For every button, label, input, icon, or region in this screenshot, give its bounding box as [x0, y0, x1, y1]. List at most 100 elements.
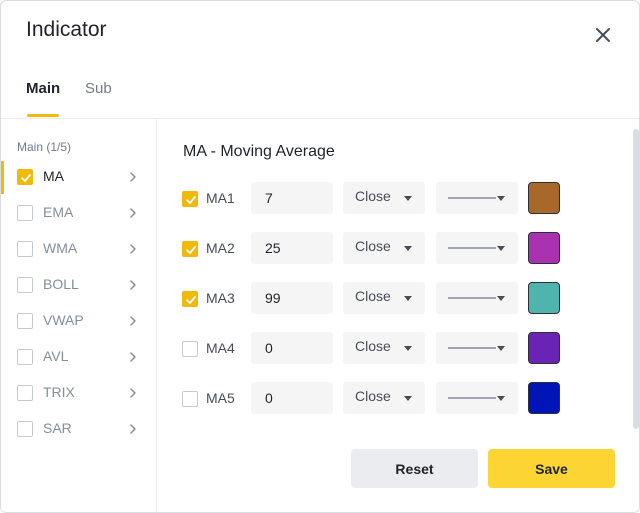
divider	[1, 118, 639, 119]
line-style-select[interactable]	[436, 182, 518, 214]
sidebar-checkbox[interactable]	[17, 277, 33, 293]
line-style-preview	[448, 247, 496, 249]
caret-down-icon	[497, 296, 505, 301]
period-input[interactable]	[251, 282, 333, 314]
ma-checkbox[interactable]	[182, 241, 198, 257]
ma-label: MA2	[206, 240, 235, 256]
chevron-right-icon	[129, 314, 137, 332]
period-input[interactable]	[251, 332, 333, 364]
tab-main[interactable]: Main	[26, 80, 61, 97]
ma-label: MA1	[206, 190, 235, 206]
source-value: Close	[355, 188, 391, 204]
sidebar-item-label: WMA	[43, 240, 78, 256]
sidebar-item-vwap[interactable]: VWAP	[1, 303, 156, 339]
chevron-right-icon	[129, 206, 137, 224]
period-input[interactable]	[251, 182, 333, 214]
caret-down-icon	[497, 196, 505, 201]
sidebar-checkbox[interactable]	[17, 385, 33, 401]
caret-down-icon	[404, 346, 412, 351]
source-value: Close	[355, 388, 391, 404]
tab-sub[interactable]: Sub	[85, 80, 112, 97]
sidebar-item-sar[interactable]: SAR	[1, 411, 156, 447]
line-style-select[interactable]	[436, 232, 518, 264]
ma-row: MA2 Close	[181, 232, 581, 266]
active-item-bar	[1, 161, 4, 194]
chevron-right-icon	[129, 386, 137, 404]
period-input[interactable]	[251, 232, 333, 264]
source-value: Close	[355, 288, 391, 304]
dialog-title: Indicator	[26, 18, 107, 41]
source-select[interactable]: Close	[343, 182, 425, 214]
active-tab-indicator	[27, 114, 59, 117]
chevron-right-icon	[129, 278, 137, 296]
line-style-preview	[448, 297, 496, 299]
sidebar-checkbox[interactable]	[17, 313, 33, 329]
source-value: Close	[355, 338, 391, 354]
ma-checkbox[interactable]	[182, 191, 198, 207]
source-select[interactable]: Close	[343, 282, 425, 314]
sidebar-checkbox[interactable]	[17, 205, 33, 221]
line-style-select[interactable]	[436, 282, 518, 314]
line-style-preview	[448, 197, 496, 199]
caret-down-icon	[497, 346, 505, 351]
ma-row: MA1 Close	[181, 182, 581, 216]
ma-checkbox[interactable]	[182, 341, 198, 357]
sidebar-item-wma[interactable]: WMA	[1, 231, 156, 267]
ma-row: MA4 Close	[181, 332, 581, 366]
color-swatch[interactable]	[528, 232, 560, 264]
sidebar-item-label: VWAP	[43, 312, 84, 328]
sidebar-checkbox[interactable]	[17, 241, 33, 257]
sidebar-item-ma[interactable]: MA	[1, 159, 156, 195]
ma-label: MA3	[206, 290, 235, 306]
sidebar-item-label: EMA	[43, 204, 74, 220]
ma-checkbox[interactable]	[182, 391, 198, 407]
line-style-preview	[448, 397, 496, 399]
sidebar-item-trix[interactable]: TRIX	[1, 375, 156, 411]
caret-down-icon	[497, 246, 505, 251]
caret-down-icon	[404, 296, 412, 301]
panel-title: MA - Moving Average	[183, 143, 335, 160]
close-icon[interactable]	[591, 23, 615, 47]
ma-row: MA3 Close	[181, 282, 581, 316]
ma-label: MA4	[206, 340, 235, 356]
sidebar-item-boll[interactable]: BOLL	[1, 267, 156, 303]
sidebar-item-label: TRIX	[43, 384, 75, 400]
chevron-right-icon	[129, 170, 137, 188]
indicator-sidebar: Main (1/5) MA EMA WMA BOLL VWAP AVL TRIX SAR	[1, 119, 157, 512]
chevron-right-icon	[129, 422, 137, 440]
sidebar-checkbox[interactable]	[17, 169, 33, 185]
sidebar-item-label: BOLL	[43, 276, 79, 292]
caret-down-icon	[404, 396, 412, 401]
sidebar-item-ema[interactable]: EMA	[1, 195, 156, 231]
caret-down-icon	[404, 196, 412, 201]
reset-button[interactable]: Reset	[351, 449, 478, 488]
ma-row: MA5 Close	[181, 382, 581, 416]
sidebar-item-label: MA	[43, 168, 64, 184]
source-select[interactable]: Close	[343, 382, 425, 414]
sidebar-checkbox[interactable]	[17, 349, 33, 365]
period-input[interactable]	[251, 382, 333, 414]
scrollbar[interactable]	[633, 129, 639, 429]
ma-label: MA5	[206, 390, 235, 406]
source-value: Close	[355, 238, 391, 254]
source-select[interactable]: Close	[343, 232, 425, 264]
chevron-right-icon	[129, 242, 137, 260]
line-style-preview	[448, 347, 496, 349]
sidebar-heading: Main (1/5)	[17, 140, 72, 154]
ma-checkbox[interactable]	[182, 291, 198, 307]
sidebar-item-avl[interactable]: AVL	[1, 339, 156, 375]
color-swatch[interactable]	[528, 182, 560, 214]
caret-down-icon	[497, 396, 505, 401]
sidebar-item-label: AVL	[43, 348, 69, 364]
source-select[interactable]: Close	[343, 332, 425, 364]
sidebar-checkbox[interactable]	[17, 421, 33, 437]
color-swatch[interactable]	[528, 332, 560, 364]
line-style-select[interactable]	[436, 332, 518, 364]
color-swatch[interactable]	[528, 382, 560, 414]
caret-down-icon	[404, 246, 412, 251]
line-style-select[interactable]	[436, 382, 518, 414]
color-swatch[interactable]	[528, 282, 560, 314]
sidebar-item-label: SAR	[43, 420, 72, 436]
chevron-right-icon	[129, 350, 137, 368]
save-button[interactable]: Save	[488, 449, 615, 488]
